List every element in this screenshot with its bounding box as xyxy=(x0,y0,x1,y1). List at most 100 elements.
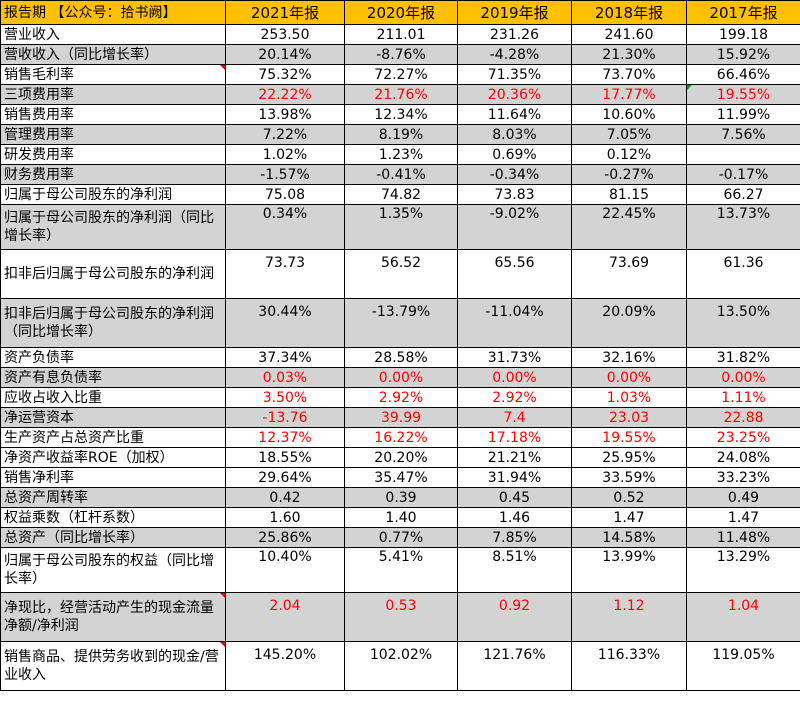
value-cell[interactable]: 231.26 xyxy=(457,24,572,45)
header-year-cell[interactable]: 2020年报 xyxy=(344,0,458,25)
value-cell[interactable]: 2.92% xyxy=(457,387,572,408)
row-label-cell[interactable]: 销售商品、提供劳务收到的现金/营业收入 xyxy=(0,641,226,691)
value-cell[interactable]: 39.99 xyxy=(344,407,458,428)
value-cell[interactable]: 73.73 xyxy=(225,249,345,299)
value-cell[interactable]: 21.76% xyxy=(344,84,458,105)
value-cell[interactable]: 20.09% xyxy=(571,298,687,348)
value-cell[interactable]: 17.18% xyxy=(457,427,572,448)
value-cell[interactable]: 21.30% xyxy=(571,44,687,65)
value-cell[interactable]: 0.92 xyxy=(457,592,572,642)
value-cell[interactable]: 2.92% xyxy=(344,387,458,408)
value-cell[interactable]: 19.55% xyxy=(571,427,687,448)
row-label-cell[interactable]: 净现比，经营活动产生的现金流量净额/净利润 xyxy=(0,592,226,642)
value-cell[interactable]: 12.37% xyxy=(225,427,345,448)
row-label-cell[interactable]: 净运营资本 xyxy=(0,407,226,428)
value-cell[interactable]: 33.23% xyxy=(686,467,800,488)
value-cell[interactable]: 7.22% xyxy=(225,124,345,145)
row-label-cell[interactable]: 资产负债率 xyxy=(0,347,226,368)
value-cell[interactable]: 0.52 xyxy=(571,487,687,508)
value-cell[interactable]: 24.08% xyxy=(686,447,800,468)
value-cell[interactable]: 74.82 xyxy=(344,184,458,205)
row-label-cell[interactable]: 生产资产占总资产比重 xyxy=(0,427,226,448)
row-label-cell[interactable]: 总资产（同比增长率） xyxy=(0,527,226,548)
value-cell[interactable]: 121.76% xyxy=(457,641,572,691)
value-cell[interactable]: 1.46 xyxy=(457,507,572,528)
value-cell[interactable]: 119.05% xyxy=(686,641,800,691)
value-cell[interactable]: 0.12% xyxy=(571,144,687,165)
row-label-cell[interactable]: 研发费用率 xyxy=(0,144,226,165)
value-cell[interactable]: 72.27% xyxy=(344,64,458,85)
row-label-cell[interactable]: 财务费用率 xyxy=(0,164,226,185)
value-cell[interactable]: 0.45 xyxy=(457,487,572,508)
row-label-cell[interactable]: 扣非后归属于母公司股东的净利润（同比增长率） xyxy=(0,298,226,348)
value-cell[interactable]: 1.23% xyxy=(344,144,458,165)
row-label-cell[interactable]: 销售净利率 xyxy=(0,467,226,488)
value-cell[interactable]: 29.64% xyxy=(225,467,345,488)
header-year-cell[interactable]: 2018年报 xyxy=(571,0,687,25)
value-cell[interactable]: 65.56 xyxy=(457,249,572,299)
value-cell[interactable]: 73.70% xyxy=(571,64,687,85)
value-cell[interactable]: 7.05% xyxy=(571,124,687,145)
value-cell[interactable]: 73.83 xyxy=(457,184,572,205)
value-cell[interactable]: 0.39 xyxy=(344,487,458,508)
value-cell[interactable]: 1.02% xyxy=(225,144,345,165)
value-cell[interactable]: 75.08 xyxy=(225,184,345,205)
value-cell[interactable]: 10.60% xyxy=(571,104,687,125)
value-cell[interactable]: 0.00% xyxy=(571,367,687,388)
value-cell[interactable]: 1.40 xyxy=(344,507,458,528)
value-cell[interactable]: 32.16% xyxy=(571,347,687,368)
value-cell[interactable]: 18.55% xyxy=(225,447,345,468)
value-cell[interactable]: 1.04 xyxy=(686,592,800,642)
value-cell[interactable]: 0.53 xyxy=(344,592,458,642)
value-cell[interactable]: 145.20% xyxy=(225,641,345,691)
value-cell[interactable]: 10.40% xyxy=(225,547,345,593)
row-label-cell[interactable]: 扣非后归属于母公司股东的净利润 xyxy=(0,249,226,299)
header-year-cell[interactable]: 2017年报 xyxy=(686,0,800,25)
value-cell[interactable]: 0.00% xyxy=(344,367,458,388)
value-cell[interactable]: 7.85% xyxy=(457,527,572,548)
value-cell[interactable]: 11.99% xyxy=(686,104,800,125)
value-cell[interactable]: 12.34% xyxy=(344,104,458,125)
value-cell[interactable]: 31.94% xyxy=(457,467,572,488)
value-cell[interactable]: 66.46% xyxy=(686,64,800,85)
row-label-cell[interactable]: 净资产收益率ROE（加权） xyxy=(0,447,226,468)
value-cell[interactable]: 56.52 xyxy=(344,249,458,299)
value-cell[interactable]: -9.02% xyxy=(457,204,572,250)
value-cell[interactable]: 199.18 xyxy=(686,24,800,45)
value-cell[interactable]: 37.34% xyxy=(225,347,345,368)
value-cell[interactable]: -0.41% xyxy=(344,164,458,185)
value-cell[interactable]: -1.57% xyxy=(225,164,345,185)
value-cell[interactable]: 8.51% xyxy=(457,547,572,593)
value-cell[interactable]: 61.36 xyxy=(686,249,800,299)
row-label-cell[interactable]: 管理费用率 xyxy=(0,124,226,145)
value-cell[interactable]: -4.28% xyxy=(457,44,572,65)
row-label-cell[interactable]: 应收占收入比重 xyxy=(0,387,226,408)
value-cell[interactable]: 1.47 xyxy=(571,507,687,528)
value-cell[interactable]: 14.58% xyxy=(571,527,687,548)
row-label-cell[interactable]: 归属于母公司股东的净利润（同比增长率） xyxy=(0,204,226,250)
value-cell[interactable]: 0.00% xyxy=(457,367,572,388)
header-year-cell[interactable]: 2021年报 xyxy=(225,0,345,25)
value-cell[interactable]: 31.82% xyxy=(686,347,800,368)
value-cell[interactable]: 0.69% xyxy=(457,144,572,165)
value-cell[interactable]: 1.35% xyxy=(344,204,458,250)
row-label-cell[interactable]: 资产有息负债率 xyxy=(0,367,226,388)
row-label-cell[interactable]: 归属于母公司股东的权益（同比增长率） xyxy=(0,547,226,593)
value-cell[interactable]: 1.47 xyxy=(686,507,800,528)
value-cell[interactable]: -11.04% xyxy=(457,298,572,348)
value-cell[interactable]: 1.60 xyxy=(225,507,345,528)
value-cell[interactable]: 1.03% xyxy=(571,387,687,408)
value-cell[interactable]: 13.98% xyxy=(225,104,345,125)
value-cell[interactable]: 31.73% xyxy=(457,347,572,368)
value-cell[interactable]: 0.00% xyxy=(686,367,800,388)
value-cell[interactable]: -0.34% xyxy=(457,164,572,185)
value-cell[interactable]: 11.64% xyxy=(457,104,572,125)
value-cell[interactable]: 21.21% xyxy=(457,447,572,468)
value-cell[interactable]: 33.59% xyxy=(571,467,687,488)
value-cell[interactable]: -0.27% xyxy=(571,164,687,185)
value-cell[interactable]: 3.50% xyxy=(225,387,345,408)
value-cell[interactable]: 116.33% xyxy=(571,641,687,691)
value-cell[interactable]: 13.50% xyxy=(686,298,800,348)
value-cell[interactable]: 13.99% xyxy=(571,547,687,593)
value-cell[interactable]: 8.03% xyxy=(457,124,572,145)
